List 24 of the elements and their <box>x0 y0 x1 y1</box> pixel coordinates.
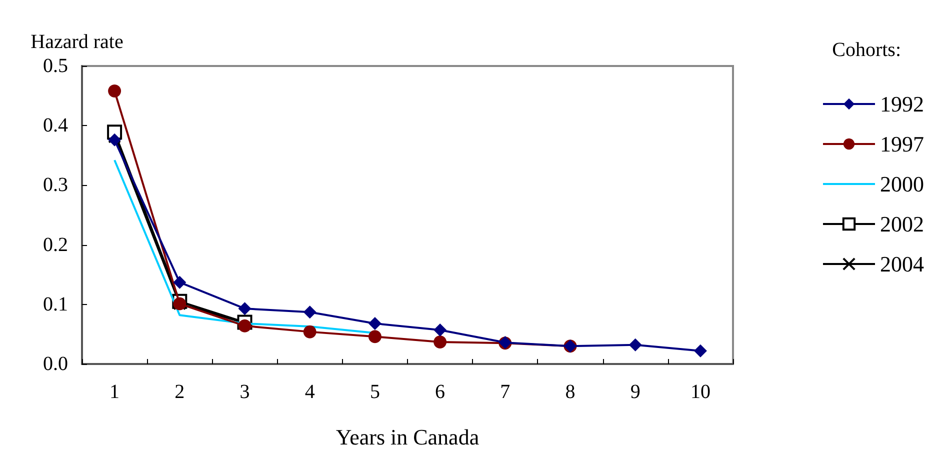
x-tick-label: 2 <box>174 381 185 403</box>
x-tick-label: 5 <box>370 381 380 403</box>
y-tick-label: 0.2 <box>43 234 68 256</box>
x-tick-label: 10 <box>690 381 710 403</box>
x-tick-label: 7 <box>500 381 510 403</box>
y-tick-label: 0.0 <box>43 353 68 375</box>
x-axis-title: Years in Canada <box>336 424 480 450</box>
x-tick-label: 6 <box>435 381 446 403</box>
x-tick-label: 8 <box>565 381 576 403</box>
legend-label: 2002 <box>880 212 924 236</box>
x-tick-label: 3 <box>240 381 250 403</box>
legend-title: Cohorts: <box>832 39 902 61</box>
legend-label: 1992 <box>880 92 924 116</box>
legend-label: 2004 <box>880 252 924 276</box>
legend-label: 2000 <box>880 172 924 196</box>
y-tick-label: 0.5 <box>43 55 68 77</box>
y-tick-label: 0.3 <box>43 174 68 196</box>
x-tick-label: 4 <box>304 381 315 403</box>
y-axis-title: Hazard rate <box>30 31 124 53</box>
x-tick-label: 1 <box>110 381 120 403</box>
legend-label: 1997 <box>880 132 924 156</box>
x-tick-label: 9 <box>630 381 640 403</box>
y-tick-label: 0.1 <box>43 293 68 316</box>
y-tick-label: 0.4 <box>43 114 68 137</box>
